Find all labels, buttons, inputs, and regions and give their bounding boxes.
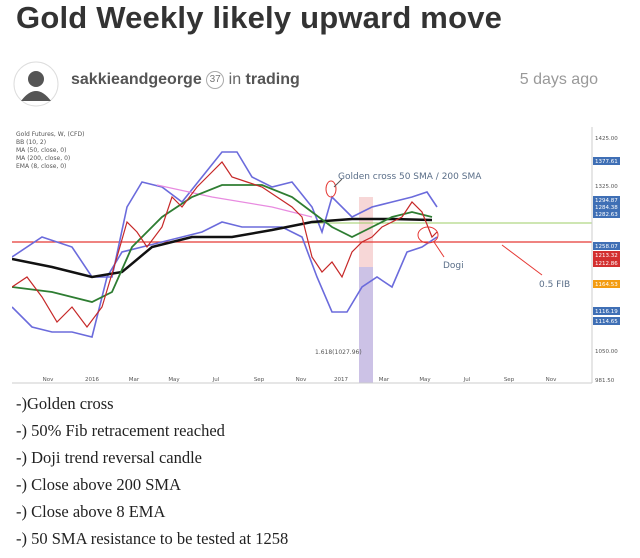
time-label: Sep <box>254 377 265 383</box>
price-label: 1050.00 <box>595 349 618 355</box>
time-label: 2016 <box>85 377 99 383</box>
chart-image: Gold Futures, W, (CFD)BB (10, 2)MA (50, … <box>12 127 620 385</box>
price-label: 1164.53 <box>595 282 618 288</box>
chart-legend: BB (10, 2) <box>16 139 46 146</box>
body-line: -)Golden cross <box>16 394 114 413</box>
annotation: 1.618(1027.96) <box>315 349 362 356</box>
body-line: -) 50% Fib retracement reached <box>16 421 225 440</box>
price-tag <box>593 259 620 267</box>
price-tag <box>593 251 620 259</box>
reputation: 37 <box>206 71 225 89</box>
arrow <box>501 244 543 276</box>
price-label: 1377.61 <box>595 159 618 165</box>
price-label: 1116.19 <box>595 309 618 315</box>
time-label: May <box>168 377 180 383</box>
timestamp: 5 days ago <box>519 71 598 88</box>
chart-legend: MA (200, close, 0) <box>16 155 70 162</box>
time-label: Nov <box>546 377 557 383</box>
bollinger-lower <box>12 221 438 338</box>
time-label: Mar <box>129 377 140 383</box>
annotation: 0.5 FIB <box>539 280 570 290</box>
author[interactable]: sakkieandgeorge <box>71 71 202 89</box>
time-label: Nov <box>43 377 54 383</box>
time-label: Mar <box>379 377 390 383</box>
annotation: Golden cross 50 SMA / 200 SMA <box>338 172 482 182</box>
time-label: Jul <box>212 377 220 383</box>
chart-bg <box>12 127 620 385</box>
price-label: 1114.65 <box>595 319 618 325</box>
price-tag <box>593 317 620 325</box>
price-label: 1258.07 <box>595 244 618 250</box>
highlight <box>417 226 439 244</box>
arrow <box>433 241 445 258</box>
body-line: -) Close above 8 EMA <box>16 502 166 521</box>
sma200 <box>12 217 433 279</box>
time-label: Jul <box>463 377 471 383</box>
price-tag <box>593 280 620 288</box>
time-label: Sep <box>504 377 515 383</box>
body-line: -) Close above 200 SMA <box>16 475 181 494</box>
in-label: in <box>228 71 242 89</box>
ema-line <box>156 184 313 218</box>
price-tag <box>593 157 620 165</box>
price-tag <box>593 196 620 204</box>
price-label: 1212.86 <box>595 261 618 267</box>
price-label: 981.50 <box>595 378 615 384</box>
price <box>12 161 438 328</box>
chart-legend: Gold Futures, W, (CFD) <box>16 131 84 138</box>
fib-zone <box>359 267 373 383</box>
price-label: 1213.32 <box>595 253 618 259</box>
time-label: Nov <box>296 377 307 383</box>
highlight <box>325 180 337 198</box>
arrow <box>333 178 343 188</box>
price-label: 1294.87 <box>595 198 618 204</box>
price-label: 1284.38 <box>595 205 618 211</box>
price-label: 1282.63 <box>595 212 618 218</box>
price-label: 1325.00 <box>595 184 618 190</box>
avatar[interactable] <box>13 61 59 107</box>
post-title: Gold Weekly likely upward move <box>16 0 503 35</box>
byline: sakkieandgeorge 37 in trading <box>71 71 300 89</box>
price-tag <box>593 242 620 250</box>
price-tag <box>593 307 620 315</box>
annotation: Dogi <box>443 261 464 271</box>
category[interactable]: trading <box>245 71 300 89</box>
price-label: 1425.00 <box>595 136 618 142</box>
price-tag <box>593 203 620 211</box>
price-tag <box>593 210 620 218</box>
chart-legend: MA (50, close, 0) <box>16 147 66 154</box>
time-label: 2017 <box>334 377 348 383</box>
body-line: -) 50 SMA resistance to be tested at 125… <box>16 529 289 548</box>
time-label: May <box>419 377 431 383</box>
bollinger-upper <box>12 151 438 278</box>
body-line: -) Doji trend reversal candle <box>16 448 202 467</box>
chart-legend: EMA (8, close, 0) <box>16 163 66 170</box>
